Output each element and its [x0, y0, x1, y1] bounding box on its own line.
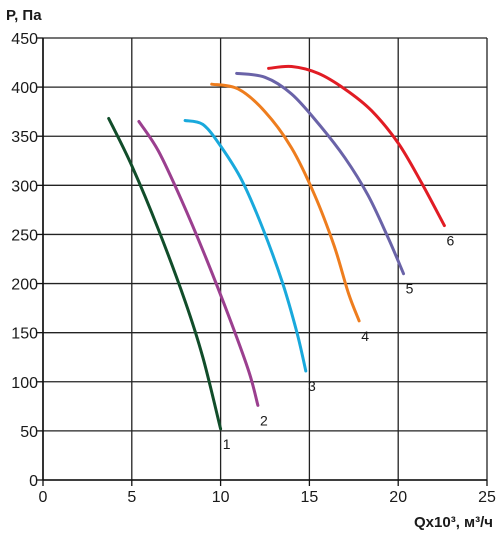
curve-labels: 1 2 3 4 5 6	[223, 233, 455, 452]
curve-label-3: 3	[308, 378, 316, 394]
y-tick-label-3: 150	[11, 326, 38, 343]
curve-5	[235, 71, 405, 276]
curve-2	[137, 120, 260, 407]
y-tick-label-2: 100	[11, 375, 38, 392]
curve-label-2: 2	[260, 412, 268, 428]
y-tick-label-9: 450	[11, 31, 38, 48]
y-tick-label-6: 300	[11, 178, 38, 195]
x-tick-label-4: 20	[389, 489, 407, 506]
y-tick-label-8: 400	[11, 80, 38, 97]
curve-3	[183, 119, 308, 373]
y-tick-label-1: 50	[20, 424, 38, 441]
curve-label-5: 5	[406, 281, 414, 297]
y-tick-label-4: 200	[11, 277, 38, 294]
curve-label-4: 4	[361, 328, 369, 344]
curve-6	[267, 64, 446, 228]
x-tick-label-5: 25	[478, 489, 496, 506]
curve-label-1: 1	[223, 436, 231, 452]
x-tick-label-1: 5	[127, 489, 136, 506]
y-axis-title: P, Па	[6, 7, 42, 24]
curve-1	[107, 117, 223, 431]
curve-4	[210, 82, 361, 323]
y-tick-label-7: 350	[11, 129, 38, 146]
x-tick-label-2: 10	[212, 489, 230, 506]
x-axis-title: Qx10³, м³/ч	[414, 514, 493, 531]
curve-label-6: 6	[446, 233, 454, 249]
y-tick-label-5: 250	[11, 227, 38, 244]
y-tick-label-0: 0	[29, 473, 38, 490]
x-tick-label-3: 15	[301, 489, 319, 506]
x-tick-label-0: 0	[39, 489, 48, 506]
performance-curves	[107, 64, 446, 431]
axes	[37, 37, 488, 486]
